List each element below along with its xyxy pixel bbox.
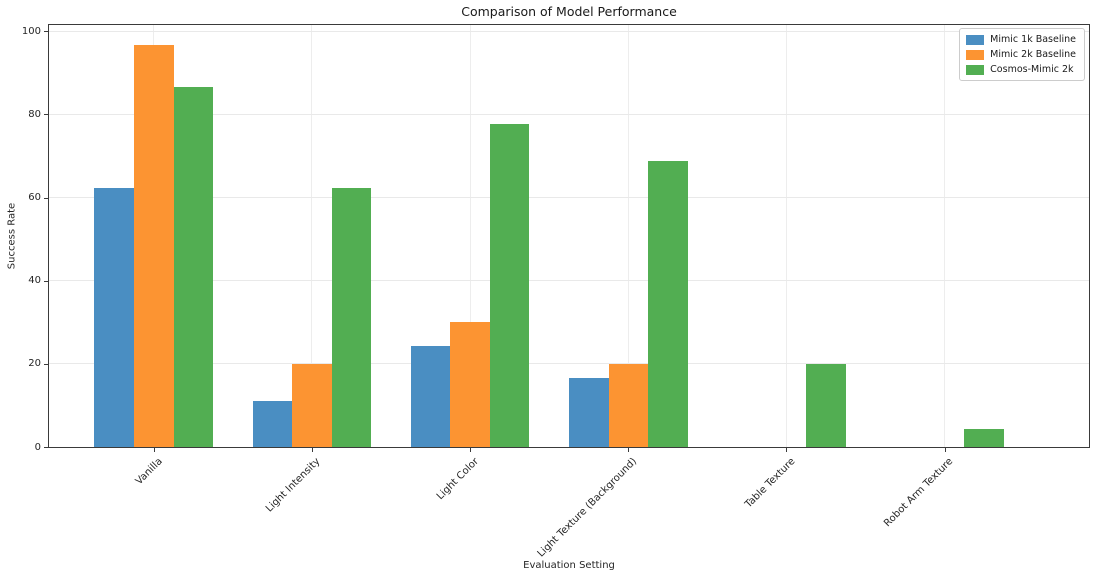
y-gridline: [49, 280, 1089, 282]
x-tick-mark: [470, 448, 472, 452]
y-tick-label: 100: [21, 25, 41, 37]
bar-mimic-2k-baseline: [450, 322, 490, 447]
legend-label: Cosmos-Mimic 2k: [990, 64, 1074, 75]
x-axis-label: Evaluation Setting: [523, 560, 615, 571]
y-tick-mark: [44, 363, 48, 365]
x-gridline: [785, 25, 787, 447]
x-gridline: [469, 25, 471, 447]
bar-mimic-2k-baseline: [292, 363, 332, 447]
bar-mimic-1k-baseline: [410, 345, 451, 447]
legend-item: Cosmos-Mimic 2k: [966, 64, 1076, 75]
y-tick-label: 60: [28, 192, 41, 204]
y-gridline: [49, 30, 1089, 32]
y-tick-mark: [44, 447, 48, 448]
bar-cosmos-mimic-2k: [964, 428, 1004, 447]
bar-mimic-1k-baseline: [94, 188, 134, 447]
legend-item: Mimic 2k Baseline: [966, 49, 1076, 60]
y-tick-mark: [44, 114, 48, 116]
legend: Mimic 1k Baseline Mimic 2k Baseline Cosmos…: [959, 28, 1085, 81]
legend-swatch: [966, 34, 985, 45]
x-gridline: [627, 25, 629, 447]
bar-cosmos-mimic-2k: [331, 188, 372, 447]
x-tick-mark: [311, 448, 313, 452]
legend-label: Mimic 1k Baseline: [990, 34, 1076, 45]
bar-mimic-2k-baseline: [608, 363, 649, 447]
bar-cosmos-mimic-2k: [489, 123, 530, 447]
bar-cosmos-mimic-2k: [806, 363, 846, 447]
legend-label: Mimic 2k Baseline: [990, 49, 1076, 60]
y-tick-mark: [44, 280, 48, 282]
y-tick-mark: [44, 31, 48, 33]
y-tick-label: 20: [28, 358, 41, 370]
y-axis-label: Success Rate: [6, 202, 18, 270]
bar-mimic-1k-baseline: [569, 377, 609, 447]
x-tick-mark: [153, 448, 155, 452]
x-tick-label: Light Texture (Background): [535, 456, 640, 560]
bar-mimic-1k-baseline: [252, 400, 293, 447]
y-gridline: [49, 113, 1089, 115]
legend-swatch: [966, 49, 985, 60]
y-gridline: [49, 363, 1089, 365]
legend-swatch: [966, 64, 985, 75]
x-tick-label: Table Texture: [743, 456, 798, 511]
x-tick-label: Light Intensity: [264, 456, 323, 515]
y-tick-label: 0: [34, 441, 41, 453]
x-tick-mark: [786, 448, 788, 452]
plot-area: [48, 24, 1090, 448]
bar-mimic-2k-baseline: [134, 44, 174, 447]
chart-title: Comparison of Model Performance: [461, 4, 677, 19]
bar-cosmos-mimic-2k: [173, 86, 214, 447]
bar-cosmos-mimic-2k: [648, 160, 688, 447]
y-tick-mark: [44, 197, 48, 199]
legend-item: Mimic 1k Baseline: [966, 34, 1076, 45]
y-tick-label: 40: [28, 275, 41, 287]
x-gridline: [311, 25, 313, 447]
y-tick-label: 80: [28, 108, 41, 120]
x-tick-mark: [628, 448, 630, 452]
x-tick-mark: [944, 448, 946, 452]
x-tick-label: Robot Arm Texture: [882, 456, 956, 530]
x-tick-label: Vanilla: [133, 456, 165, 488]
x-gridline: [944, 25, 946, 447]
y-gridline: [49, 197, 1089, 199]
x-tick-label: Light Color: [434, 456, 481, 503]
